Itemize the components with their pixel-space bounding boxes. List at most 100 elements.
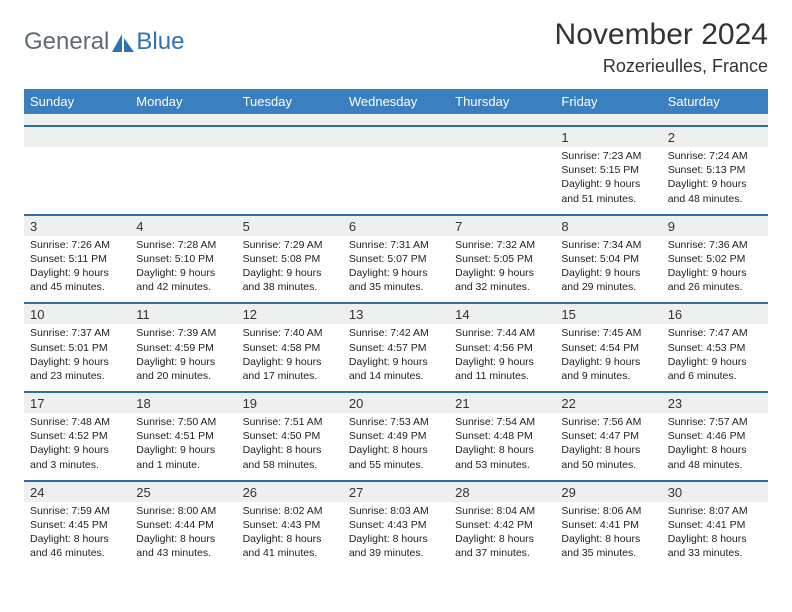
day-detail-cell: Sunrise: 7:23 AMSunset: 5:15 PMDaylight:… (555, 147, 661, 215)
weekday-header: Tuesday (237, 89, 343, 114)
day-detail-cell: Sunrise: 7:29 AMSunset: 5:08 PMDaylight:… (237, 236, 343, 304)
day-detail-cell: Sunrise: 7:54 AMSunset: 4:48 PMDaylight:… (449, 413, 555, 481)
day-detail-line: Daylight: 8 hours (668, 443, 762, 457)
day-detail-cell (449, 147, 555, 215)
day-detail-cell: Sunrise: 7:44 AMSunset: 4:56 PMDaylight:… (449, 324, 555, 392)
day-detail-cell: Sunrise: 8:02 AMSunset: 4:43 PMDaylight:… (237, 502, 343, 569)
day-detail-line: and 50 minutes. (561, 458, 655, 472)
day-detail-line: Sunset: 5:07 PM (349, 252, 443, 266)
day-number-cell: 9 (662, 215, 768, 236)
day-detail-line: Daylight: 9 hours (136, 443, 230, 457)
daynum-row: 12 (24, 126, 768, 147)
day-detail-line: Sunrise: 8:04 AM (455, 504, 549, 518)
day-detail-line: Daylight: 9 hours (561, 266, 655, 280)
day-detail-line: Sunrise: 8:00 AM (136, 504, 230, 518)
day-detail-line: Sunset: 4:54 PM (561, 341, 655, 355)
day-number-cell (237, 126, 343, 147)
day-detail-line: Daylight: 8 hours (668, 532, 762, 546)
day-number-cell: 18 (130, 392, 236, 413)
day-detail-line: and 41 minutes. (243, 546, 337, 560)
day-number-cell: 6 (343, 215, 449, 236)
day-detail-cell: Sunrise: 7:48 AMSunset: 4:52 PMDaylight:… (24, 413, 130, 481)
day-detail-line: and 6 minutes. (668, 369, 762, 383)
day-detail-line: Daylight: 8 hours (561, 532, 655, 546)
day-detail-cell: Sunrise: 7:47 AMSunset: 4:53 PMDaylight:… (662, 324, 768, 392)
day-detail-line: and 35 minutes. (349, 280, 443, 294)
day-number-cell (449, 126, 555, 147)
day-detail-line: and 17 minutes. (243, 369, 337, 383)
page-title: November 2024 (555, 18, 768, 52)
day-number-cell: 23 (662, 392, 768, 413)
day-detail-line: Sunset: 4:56 PM (455, 341, 549, 355)
day-detail-line: Sunset: 4:52 PM (30, 429, 124, 443)
day-detail-line: Sunrise: 7:32 AM (455, 238, 549, 252)
day-detail-line: Daylight: 9 hours (561, 355, 655, 369)
day-detail-cell (237, 147, 343, 215)
day-number-cell: 21 (449, 392, 555, 413)
day-detail-cell: Sunrise: 8:03 AMSunset: 4:43 PMDaylight:… (343, 502, 449, 569)
day-detail-line: Sunset: 4:46 PM (668, 429, 762, 443)
day-number-cell: 4 (130, 215, 236, 236)
title-block: November 2024 Rozerieulles, France (555, 18, 768, 77)
day-number-cell: 15 (555, 303, 661, 324)
day-detail-line: Daylight: 9 hours (668, 355, 762, 369)
day-data-row: Sunrise: 7:26 AMSunset: 5:11 PM Daylight:… (24, 236, 768, 304)
day-detail-line: Sunset: 4:43 PM (349, 518, 443, 532)
day-detail-line: Sunset: 4:41 PM (561, 518, 655, 532)
day-detail-line: and 33 minutes. (668, 546, 762, 560)
day-detail-line: Daylight: 9 hours (668, 177, 762, 191)
spacer-row (24, 114, 768, 126)
day-detail-line: and 45 minutes. (30, 280, 124, 294)
day-detail-cell: Sunrise: 8:07 AMSunset: 4:41 PMDaylight:… (662, 502, 768, 569)
day-detail-line: Sunrise: 8:07 AM (668, 504, 762, 518)
day-detail-line: Sunset: 5:10 PM (136, 252, 230, 266)
weekday-header-row: Sunday Monday Tuesday Wednesday Thursday… (24, 89, 768, 114)
day-detail-line: Daylight: 9 hours (455, 266, 549, 280)
day-detail-line: and 38 minutes. (243, 280, 337, 294)
day-detail-cell: Sunrise: 7:37 AMSunset: 5:01 PMDaylight:… (24, 324, 130, 392)
day-number-cell: 2 (662, 126, 768, 147)
brand-word-2: Blue (136, 28, 184, 56)
day-data-row: Sunrise: 7:59 AMSunset: 4:45 PMDaylight:… (24, 502, 768, 569)
day-detail-cell (130, 147, 236, 215)
day-number-cell: 10 (24, 303, 130, 324)
daynum-row: 17181920212223 (24, 392, 768, 413)
weekday-header: Sunday (24, 89, 130, 114)
day-detail-line: Sunset: 5:11 PM (30, 252, 124, 266)
day-number-cell: 26 (237, 481, 343, 502)
day-detail-cell (343, 147, 449, 215)
day-detail-line: Sunrise: 7:26 AM (30, 238, 124, 252)
day-number-cell: 24 (24, 481, 130, 502)
daynum-row: 3456789 (24, 215, 768, 236)
day-detail-line: and 3 minutes. (30, 458, 124, 472)
day-number-cell: 27 (343, 481, 449, 502)
day-detail-line: Sunset: 5:08 PM (243, 252, 337, 266)
day-number-cell: 29 (555, 481, 661, 502)
weekday-header: Monday (130, 89, 236, 114)
day-detail-line: Sunrise: 7:59 AM (30, 504, 124, 518)
day-detail-line: and 11 minutes. (455, 369, 549, 383)
day-detail-line: Sunrise: 7:29 AM (243, 238, 337, 252)
day-detail-line: Sunset: 4:59 PM (136, 341, 230, 355)
day-detail-line: Sunset: 4:50 PM (243, 429, 337, 443)
day-detail-line: Sunset: 4:49 PM (349, 429, 443, 443)
day-detail-line: Sunrise: 8:03 AM (349, 504, 443, 518)
day-detail-cell: Sunrise: 7:50 AMSunset: 4:51 PMDaylight:… (130, 413, 236, 481)
brand-logo: General Blue (24, 28, 184, 56)
day-detail-line: Daylight: 8 hours (243, 443, 337, 457)
page-subtitle: Rozerieulles, France (555, 56, 768, 77)
day-detail-line: and 58 minutes. (243, 458, 337, 472)
day-detail-line: and 48 minutes. (668, 458, 762, 472)
day-detail-cell: Sunrise: 7:40 AMSunset: 4:58 PMDaylight:… (237, 324, 343, 392)
day-detail-cell: Sunrise: 7:59 AMSunset: 4:45 PMDaylight:… (24, 502, 130, 569)
day-detail-line: Sunrise: 7:36 AM (668, 238, 762, 252)
day-detail-line: Daylight: 9 hours (136, 266, 230, 280)
day-detail-line: and 32 minutes. (455, 280, 549, 294)
daynum-row: 10111213141516 (24, 303, 768, 324)
day-detail-line: Daylight: 9 hours (243, 355, 337, 369)
day-detail-line: and 55 minutes. (349, 458, 443, 472)
day-detail-line: and 46 minutes. (30, 546, 124, 560)
day-detail-cell: Sunrise: 7:31 AMSunset: 5:07 PMDaylight:… (343, 236, 449, 304)
day-number-cell: 7 (449, 215, 555, 236)
day-detail-line: Sunrise: 7:37 AM (30, 326, 124, 340)
